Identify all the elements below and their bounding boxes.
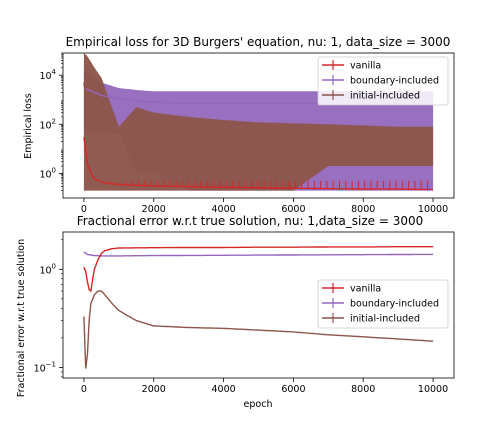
loss-chart-title: Empirical loss for 3D Burgers' equation,…: [66, 35, 451, 49]
loss-legend-label-initial: initial-included: [350, 91, 420, 102]
x-tick-label: 10000: [418, 384, 448, 395]
x-tick-label: 6000: [281, 384, 305, 395]
x-tick-label: 0: [81, 384, 87, 395]
error-x-axis-label: epoch: [244, 399, 273, 410]
error-legend-label-boundary: boundary-included: [350, 299, 439, 310]
loss-y-axis-label: Empirical loss: [23, 93, 34, 159]
x-tick-label: 8000: [351, 384, 375, 395]
error-legend-label-vanilla: vanilla: [350, 284, 381, 295]
loss-legend: vanilla boundary-included initial-includ…: [318, 57, 448, 105]
x-tick-label: 2000: [142, 384, 166, 395]
loss-legend-label-vanilla: vanilla: [350, 61, 381, 72]
error-legend: vanilla boundary-included initial-includ…: [318, 280, 448, 328]
x-tick-label: 4000: [211, 384, 235, 395]
loss-legend-label-boundary: boundary-included: [350, 76, 439, 87]
error-legend-label-initial: initial-included: [350, 314, 420, 325]
error-chart-title: Fractional error w.r.t true solution, nu…: [77, 214, 424, 228]
error-y-axis-label: Fractional error w.r.t true solution: [16, 239, 27, 397]
